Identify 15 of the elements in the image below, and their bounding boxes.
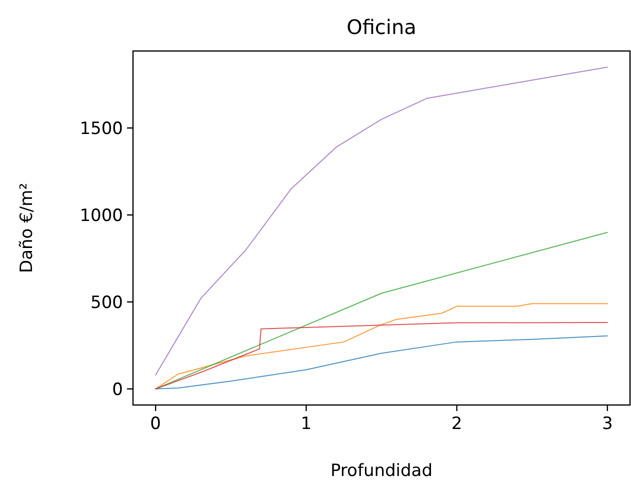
x-tick-label: 1 — [300, 414, 312, 434]
y-tick-label: 1500 — [80, 118, 123, 139]
line-series — [155, 322, 608, 390]
y-axis-title: Daño €/m² — [17, 182, 37, 274]
x-tick-label: 3 — [602, 414, 613, 434]
x-tick-label: 0 — [150, 414, 162, 434]
y-tick-label: 1000 — [80, 206, 123, 226]
y-tick-label: 500 — [90, 292, 123, 313]
chart-title: Oficina — [346, 15, 416, 39]
line-series — [155, 335, 608, 390]
line-series — [155, 66, 608, 376]
line-series — [155, 303, 608, 390]
x-axis-title: Profundidad — [330, 461, 433, 481]
y-tick-label: 0 — [112, 380, 123, 400]
x-tick-label: 2 — [451, 414, 462, 434]
